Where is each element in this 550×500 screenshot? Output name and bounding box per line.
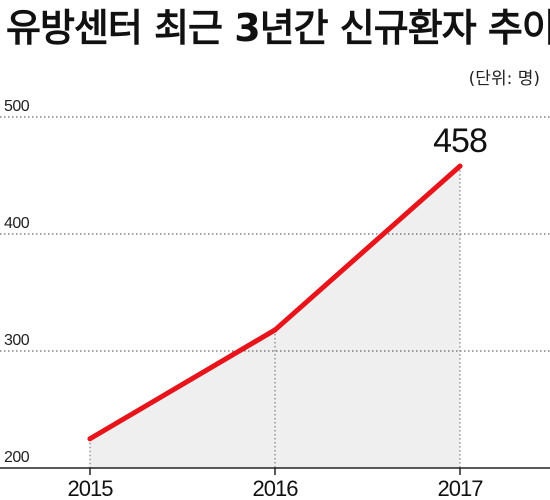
x-tick-label-2016: 2016 (253, 476, 299, 500)
y-tick-label-200: 200 (4, 449, 30, 466)
y-tick-label-400: 400 (4, 215, 30, 232)
unit-note: (단위: 명) (468, 69, 540, 89)
area-fill (90, 166, 460, 468)
y-tick-label-500: 500 (4, 98, 30, 115)
data-label-2017: 458 (433, 122, 487, 160)
data-point-2016 (272, 327, 278, 333)
x-tick-label-2015: 2015 (68, 476, 114, 500)
data-point-2017 (457, 163, 463, 169)
page-title: 유방센터 최근 3년간 신규환자 추이 (6, 6, 550, 50)
data-point-2015 (87, 436, 93, 442)
x-tick-label-2017: 2017 (438, 476, 484, 500)
y-tick-label-300: 300 (4, 332, 30, 349)
